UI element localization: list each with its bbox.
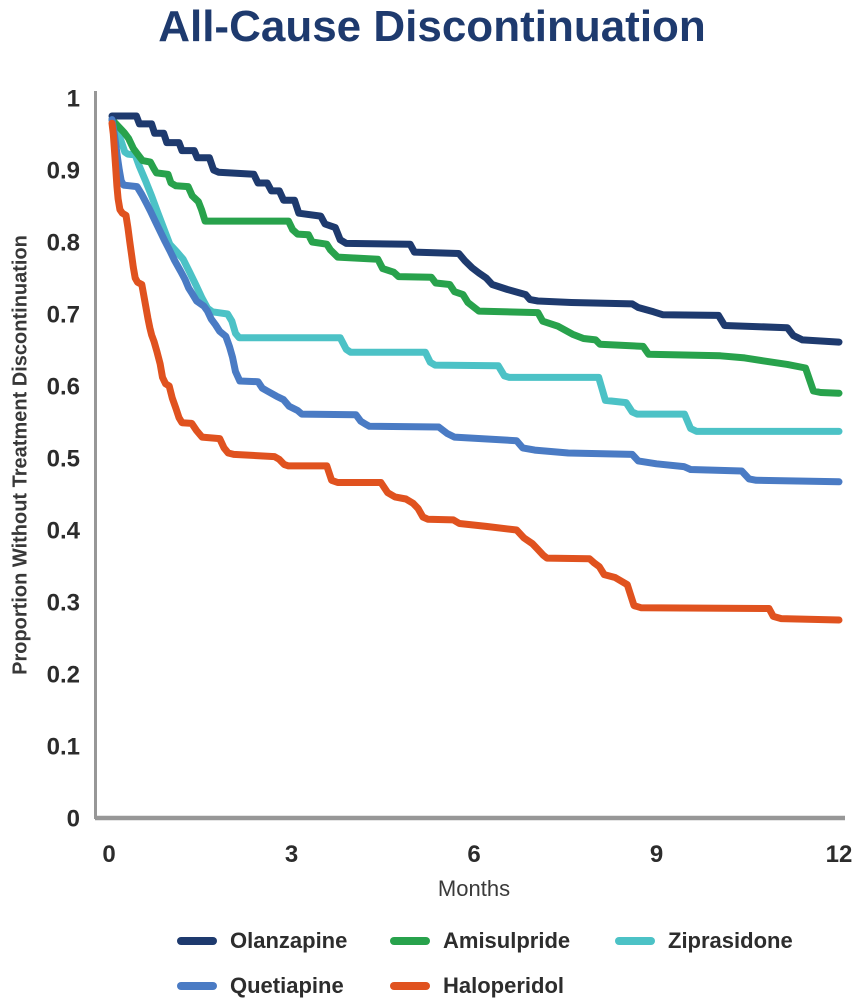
x-tick-label: 0 <box>102 841 115 868</box>
chart-legend: Olanzapine Amisulpride Ziprasidone Quetiapi… <box>177 928 793 998</box>
y-tick-label: 0.8 <box>47 230 80 257</box>
legend-swatch-quetiapine <box>177 982 217 990</box>
y-tick-label: 0 <box>67 806 80 833</box>
y-tick-label: 0.5 <box>47 446 80 473</box>
x-tick-label: 9 <box>650 841 663 868</box>
x-tick-label: 3 <box>285 841 298 868</box>
legend-label: Amisulpride <box>443 928 571 953</box>
x-tick-label: 12 <box>826 841 853 868</box>
y-tick-label: 1 <box>67 86 80 113</box>
legend-item-quetiapine: Quetiapine <box>177 973 390 998</box>
legend-swatch-haloperidol <box>390 982 430 990</box>
curve-ziprasidone <box>108 116 843 435</box>
legend-swatch-amisulpride <box>390 937 430 945</box>
y-tick-label: 0.6 <box>47 374 80 401</box>
x-axis-tick-labels: 0 3 6 9 12 <box>102 841 852 868</box>
legend-item-haloperidol: Haloperidol <box>390 973 615 998</box>
y-axis-title: Proportion Without Treatment Discontinua… <box>9 235 32 675</box>
legend-item-olanzapine: Olanzapine <box>177 928 390 953</box>
curve-haloperidol <box>108 119 843 624</box>
y-tick-label: 0.9 <box>47 158 80 185</box>
legend-swatch-ziprasidone <box>615 937 655 945</box>
chart-title: All-Cause Discontinuation <box>158 2 706 51</box>
x-tick-label: 6 <box>467 841 480 868</box>
legend-label: Quetiapine <box>230 973 344 998</box>
legend-item-ziprasidone: Ziprasidone <box>615 928 793 953</box>
y-tick-label: 0.2 <box>47 662 80 689</box>
y-tick-label: 0.3 <box>47 590 80 617</box>
y-tick-label: 0.7 <box>47 302 80 329</box>
y-axis-tick-labels: 1 0.9 0.8 0.7 0.6 0.5 0.4 0.3 0.2 0.1 0 <box>47 86 81 833</box>
legend-label: Haloperidol <box>443 973 565 998</box>
legend-swatch-olanzapine <box>177 937 217 945</box>
legend-item-amisulpride: Amisulpride <box>390 928 615 953</box>
y-tick-label: 0.4 <box>47 518 81 545</box>
legend-label: Olanzapine <box>230 928 348 953</box>
curve-amisulpride <box>108 116 843 397</box>
x-axis-title: Months <box>437 876 511 901</box>
legend-label: Ziprasidone <box>668 928 793 953</box>
y-tick-label: 0.1 <box>47 734 80 761</box>
curve-olanzapine <box>108 112 843 346</box>
curve-quetiapine <box>108 116 843 486</box>
survival-curves <box>108 112 843 624</box>
